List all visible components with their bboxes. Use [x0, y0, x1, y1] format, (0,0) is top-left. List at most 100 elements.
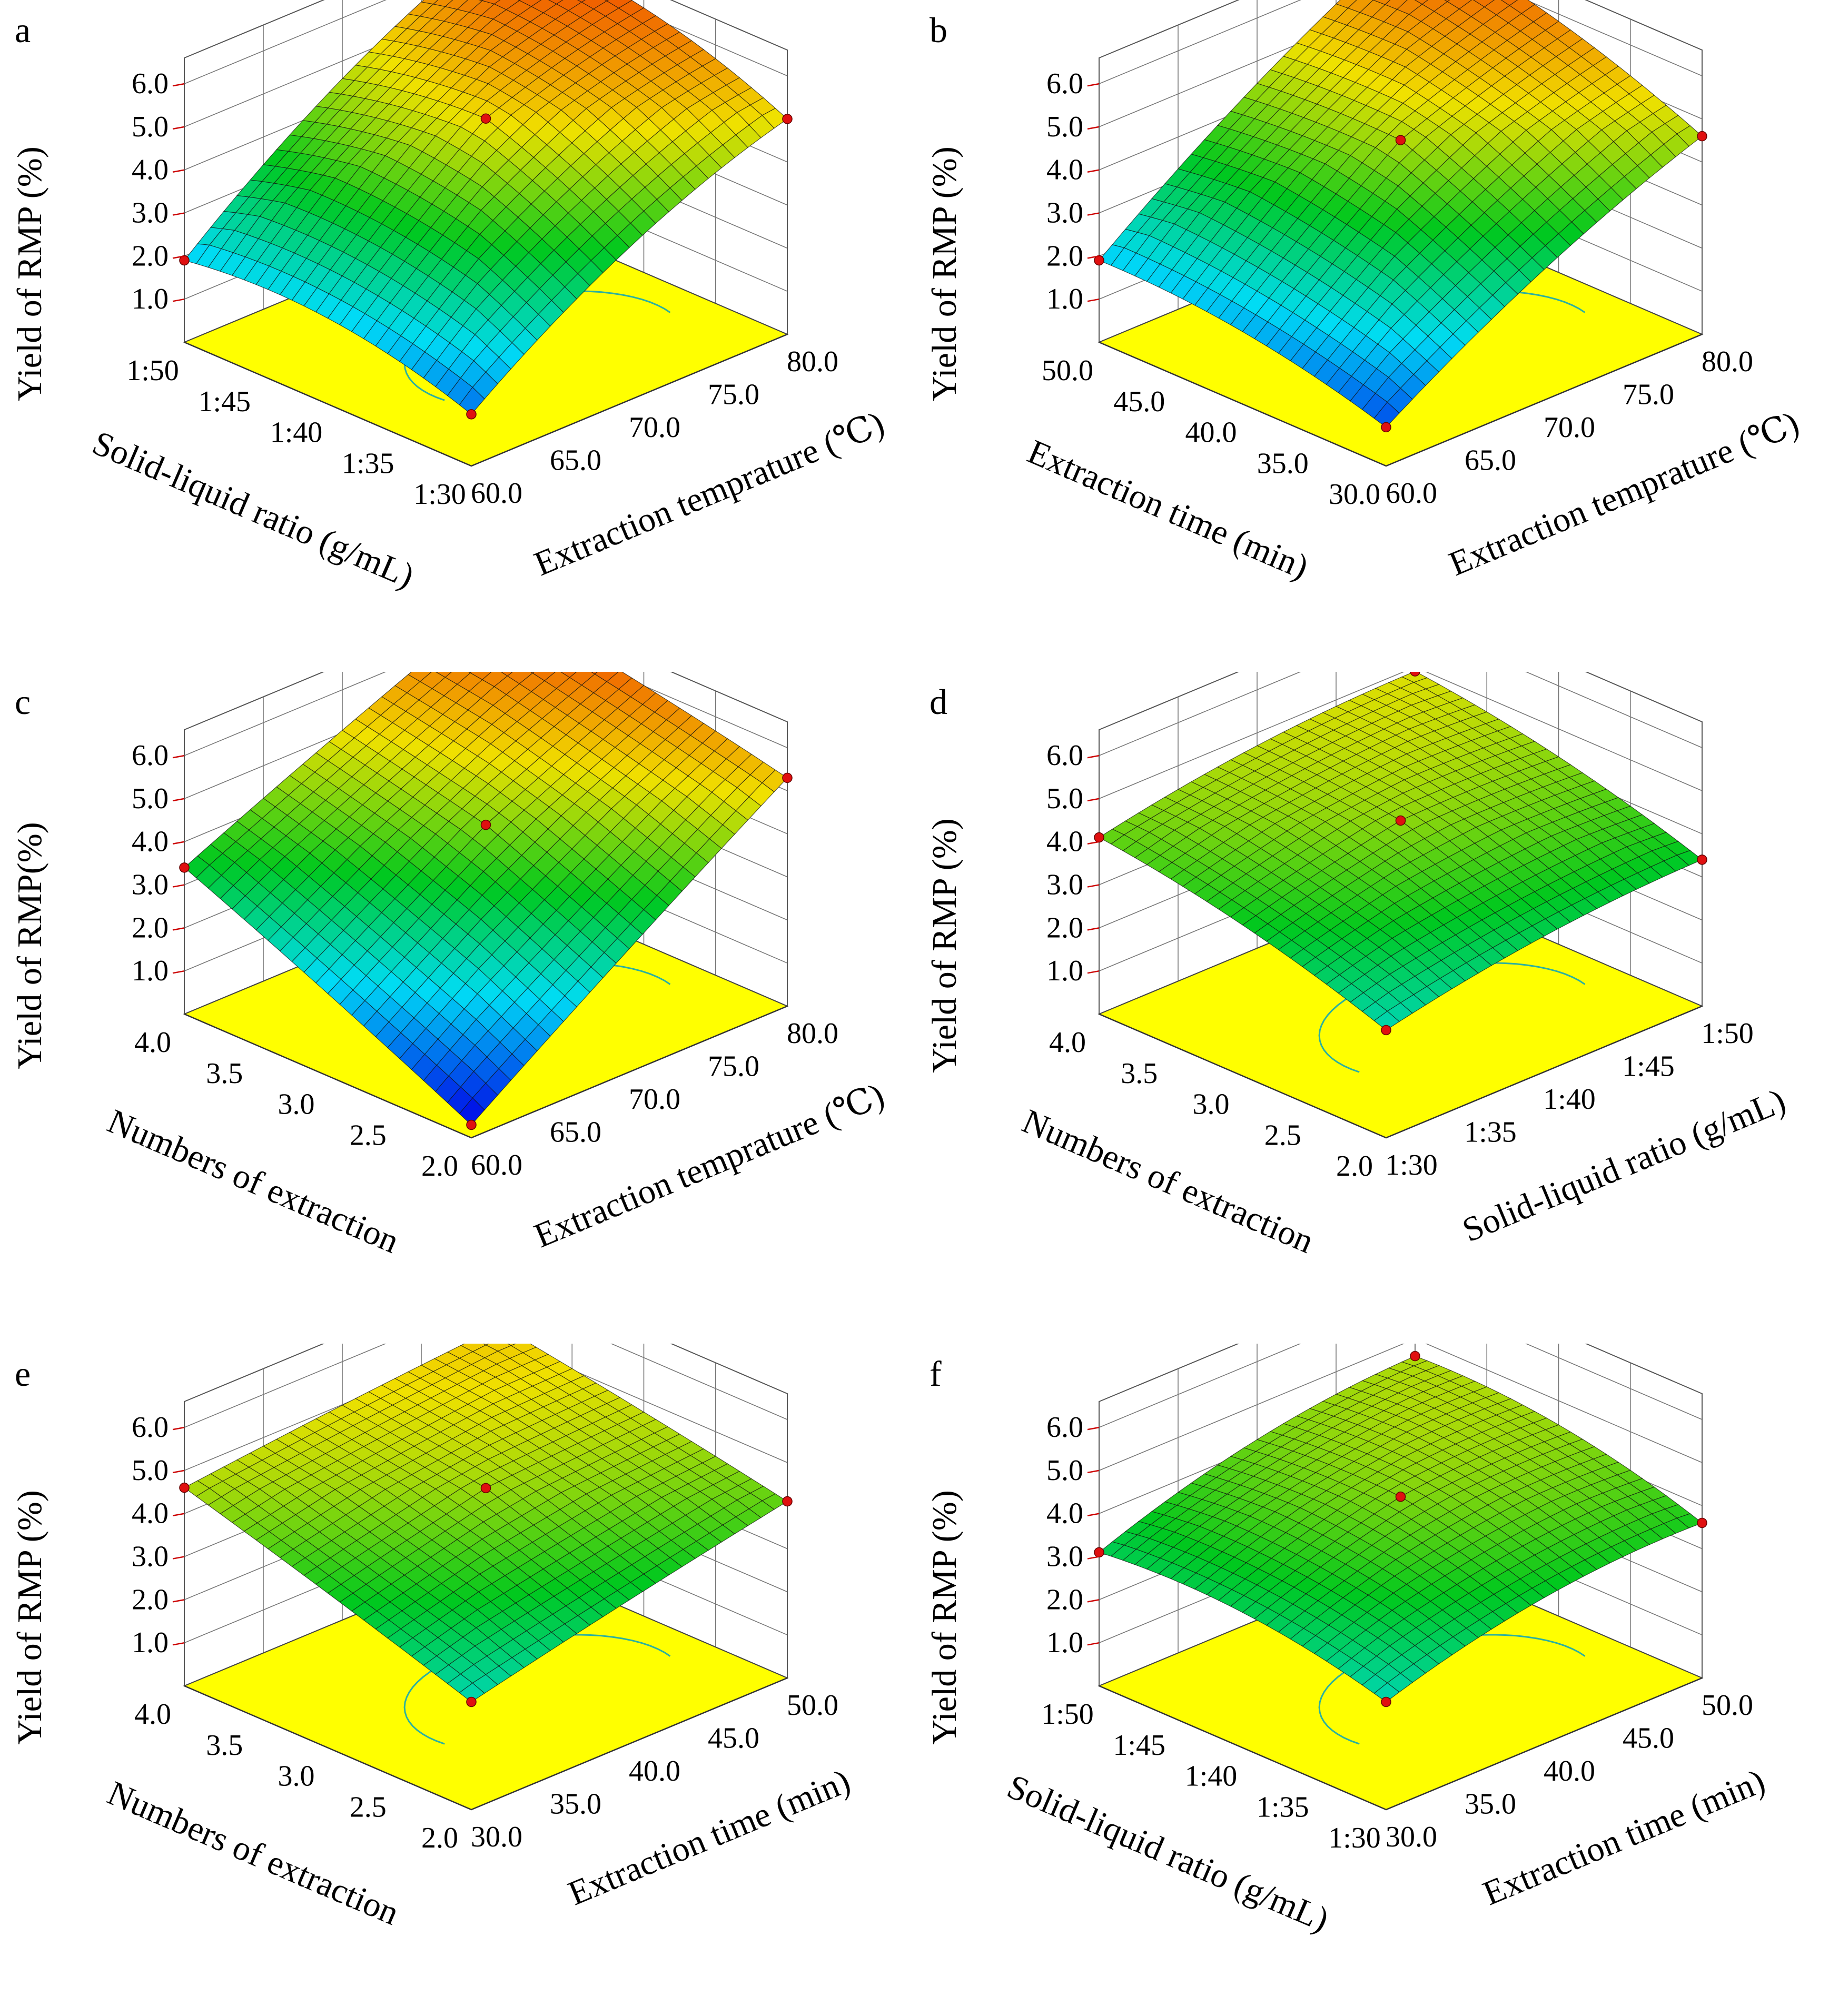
y-tick-label: 1:45	[1113, 1729, 1165, 1762]
surface-cell	[1373, 401, 1400, 428]
y-tick-label: 4.0	[134, 1698, 171, 1731]
x-tick-label: 50.0	[1702, 1689, 1753, 1722]
grid-line	[1099, 672, 1703, 799]
z-tick-label: 4.0	[132, 826, 169, 858]
z-tick-label: 3.0	[132, 197, 169, 230]
design-point	[1381, 422, 1391, 433]
surface-cell	[500, 672, 513, 677]
z-tick	[1087, 169, 1100, 173]
y-tick-label: 3.5	[206, 1729, 243, 1762]
surface-cell	[459, 386, 485, 415]
x-tick-label: 45.0	[1623, 1722, 1674, 1755]
y-tick-label: 1:35	[1257, 1791, 1309, 1823]
z-tick	[172, 1642, 185, 1646]
surface-cell	[507, 1344, 517, 1346]
surface-cell	[577, 0, 586, 3]
design-point	[466, 1696, 477, 1707]
design-point	[480, 113, 491, 124]
surface	[179, 0, 793, 467]
chart-e: 1.0 2.0 3.0 4.0 5.0 6.0 30.0 35.0 40.0 45.0 50.0 2.…	[11, 1344, 856, 1933]
z-axis-label: Yield of RMP (%)	[925, 146, 964, 401]
floor-edge	[1099, 1005, 1703, 1139]
panel-d: 1.0 2.0 3.0 4.0 5.0 6.0 1:30 1:35 1:40 1:45 1:50 2.…	[915, 672, 1829, 1344]
z-tick-label: 2.0	[1046, 911, 1083, 944]
z-axis-label: Yield of RMP (%)	[925, 1490, 964, 1744]
x-axis-label: Solid-liquid ratio (g/mL)	[1457, 1081, 1791, 1250]
z-tick	[1087, 1513, 1100, 1516]
grid-line	[1099, 672, 1703, 756]
x-tick-label: 75.0	[708, 379, 759, 411]
z-tick	[1087, 1469, 1100, 1474]
grid-line	[184, 1344, 788, 1471]
chart-f: 1.0 2.0 3.0 4.0 5.0 6.0 30.0 35.0 40.0 45.0 50.0 1:…	[925, 1344, 1771, 1939]
x-tick-label: 1:45	[1622, 1050, 1675, 1083]
z-tick	[1087, 884, 1100, 888]
surface	[179, 1344, 793, 1811]
y-tick-label: 2.5	[350, 1791, 387, 1823]
x-tick-label: 70.0	[629, 1083, 680, 1116]
z-tick-label: 6.0	[132, 67, 169, 100]
design-point	[1395, 135, 1406, 145]
z-tick-label: 5.0	[132, 111, 169, 143]
x-tick-label: 1:50	[1701, 1017, 1754, 1050]
z-tick-label: 5.0	[1046, 782, 1083, 815]
y-tick-label: 40.0	[1185, 416, 1237, 449]
z-tick-label: 4.0	[132, 154, 169, 186]
x-axis-label: Extraction time (min)	[563, 1762, 856, 1913]
y-tick-label: 3.5	[1121, 1057, 1158, 1090]
panel-e: 1.0 2.0 3.0 4.0 5.0 6.0 30.0 35.0 40.0 45.0 50.0 2.…	[0, 1344, 914, 2015]
z-tick	[172, 884, 185, 888]
x-axis-label: Extraction temprature (℃)	[529, 404, 889, 583]
x-tick-label: 40.0	[629, 1755, 680, 1787]
design-point	[1410, 672, 1420, 677]
z-tick-label: 4.0	[1046, 826, 1083, 858]
z-tick	[1087, 298, 1100, 302]
design-point	[1395, 815, 1406, 826]
surface-cell	[590, 672, 598, 674]
z-tick-label: 1.0	[132, 955, 169, 987]
y-tick-label: 4.0	[134, 1026, 171, 1059]
z-tick-label: 5.0	[1046, 1454, 1083, 1487]
x-tick-label: 35.0	[1465, 1788, 1516, 1821]
x-axis-label: Extraction time (min)	[1478, 1762, 1771, 1913]
x-tick-label: 45.0	[708, 1722, 759, 1755]
z-tick	[172, 1469, 185, 1474]
z-tick-label: 2.0	[132, 240, 169, 272]
z-tick	[1087, 841, 1100, 845]
z-tick	[1087, 1599, 1100, 1603]
y-tick-label: 1:30	[1328, 1822, 1381, 1854]
z-tick-label: 1.0	[1046, 283, 1083, 315]
design-point	[782, 114, 793, 124]
y-tick-label: 2.5	[350, 1119, 387, 1151]
design-point	[1697, 1517, 1707, 1528]
z-tick-label: 2.0	[1046, 240, 1083, 272]
x-tick-label: 70.0	[629, 411, 680, 444]
z-tick	[1087, 754, 1100, 759]
x-tick-label: 1:40	[1543, 1083, 1596, 1116]
panel-label: e	[15, 1354, 31, 1394]
grid-line	[1099, 1344, 1703, 1428]
design-point	[782, 772, 793, 783]
z-tick-label: 6.0	[132, 739, 169, 772]
y-tick-label: 3.0	[278, 1760, 315, 1793]
z-tick-label: 2.0	[132, 911, 169, 944]
y-tick-label: 1:50	[126, 354, 179, 387]
y-tick-label: 50.0	[1042, 354, 1093, 387]
design-point	[782, 1496, 793, 1507]
surface	[1094, 1350, 1707, 1811]
z-tick-label: 1.0	[1046, 955, 1083, 987]
z-tick-label: 2.0	[132, 1583, 169, 1616]
z-tick-label: 4.0	[1046, 1497, 1083, 1530]
grid-line	[184, 672, 788, 756]
grid-line	[1099, 0, 1703, 84]
z-tick	[1087, 798, 1100, 802]
z-tick-label: 5.0	[132, 782, 169, 815]
design-point	[179, 255, 190, 266]
y-tick-label: 45.0	[1113, 385, 1165, 418]
z-tick	[172, 1426, 185, 1431]
surface-cell	[1414, 0, 1429, 5]
z-tick	[172, 970, 185, 974]
surface-cell	[548, 0, 563, 5]
x-tick-label: 35.0	[550, 1788, 601, 1821]
